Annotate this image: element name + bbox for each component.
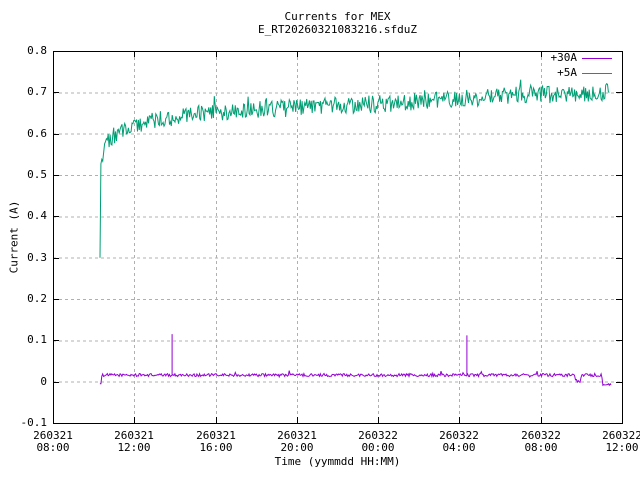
x-tick-time: 08:00 — [36, 441, 70, 454]
legend-label-+5A: +5A — [557, 66, 577, 79]
y-tick-label: 0.6 — [27, 127, 47, 140]
x-tick-time: 16:00 — [199, 441, 233, 454]
x-tick-time: 08:00 — [524, 441, 558, 454]
series-line-+5A — [99, 79, 610, 258]
x-tick-label: 260321 20:00 — [262, 430, 332, 454]
y-tick-label: 0.1 — [27, 333, 47, 346]
x-tick-time: 04:00 — [442, 441, 476, 454]
x-tick-date: 260322 — [602, 429, 640, 442]
x-tick-time: 00:00 — [361, 441, 395, 454]
x-tick-time: 20:00 — [280, 441, 314, 454]
x-tick-date: 260321 — [33, 429, 73, 442]
x-tick-date: 260321 — [196, 429, 236, 442]
x-tick-date: 260321 — [114, 429, 154, 442]
x-tick-date: 260322 — [439, 429, 479, 442]
y-tick-label: -0.1 — [20, 416, 48, 429]
y-tick-label: 0.8 — [27, 44, 47, 57]
x-tick-label: 260321 16:00 — [181, 430, 251, 454]
x-tick-date: 260322 — [521, 429, 561, 442]
x-tick-label: 260322 08:00 — [506, 430, 576, 454]
legend-label-+30A: +30A — [550, 51, 578, 64]
y-tick-label: 0.5 — [27, 168, 47, 181]
x-tick-label: 260322 12:00 — [587, 430, 640, 454]
x-tick-date: 260322 — [358, 429, 398, 442]
plot-border — [53, 51, 623, 424]
x-tick-label: 260321 08:00 — [18, 430, 88, 454]
x-tick-label: 260321 12:00 — [99, 430, 169, 454]
x-tick-time: 12:00 — [117, 441, 151, 454]
y-tick-label: 0.3 — [27, 251, 47, 264]
y-tick-label: 0.4 — [27, 209, 47, 222]
series-line-+30A — [99, 334, 612, 387]
y-tick-label: 0.7 — [27, 85, 47, 98]
x-tick-label: 260322 04:00 — [424, 430, 494, 454]
y-tick-label: 0.2 — [27, 292, 47, 305]
y-tick-label: 0 — [40, 375, 47, 388]
x-tick-time: 12:00 — [605, 441, 639, 454]
chart-title: Currents for MEX — [284, 10, 391, 23]
x-tick-label: 260322 00:00 — [343, 430, 413, 454]
chart-subtitle: E_RT20260321083216.sfduZ — [258, 23, 417, 36]
x-tick-date: 260321 — [277, 429, 317, 442]
x-axis-label: Time (yymmdd HH:MM) — [274, 455, 401, 468]
